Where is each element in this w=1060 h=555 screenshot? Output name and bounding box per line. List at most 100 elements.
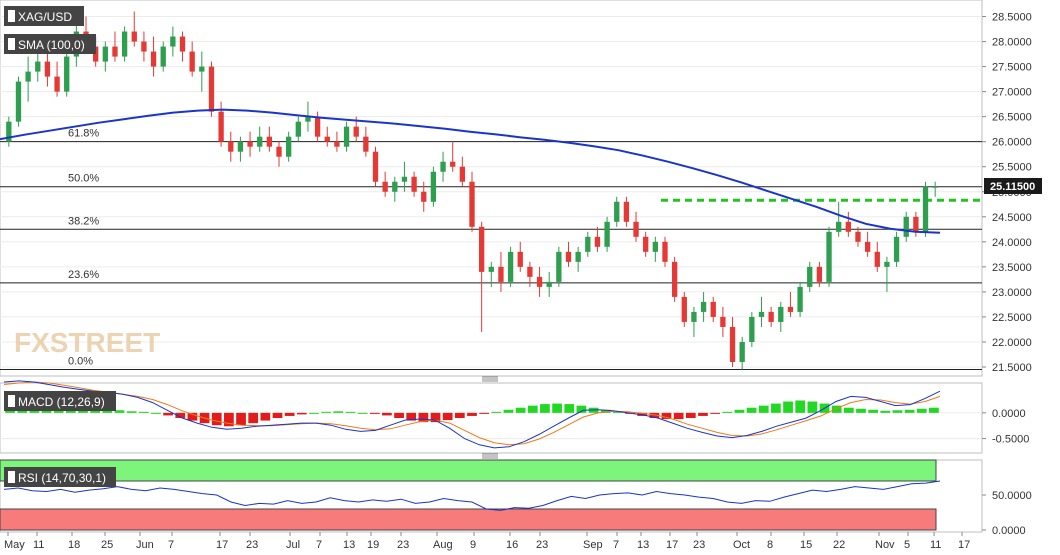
candle bbox=[6, 116, 12, 147]
macd-histogram-bar bbox=[503, 409, 514, 413]
macd-histogram-bar bbox=[78, 410, 88, 413]
candle bbox=[411, 171, 417, 197]
macd-histogram-bar bbox=[661, 412, 672, 420]
price-tick-label: 24.5000 bbox=[992, 212, 1032, 224]
rsi-oversold-zone bbox=[0, 508, 937, 531]
candle bbox=[807, 261, 813, 292]
macd-signal-line bbox=[3, 381, 941, 446]
candle bbox=[874, 241, 880, 272]
candle bbox=[758, 296, 765, 327]
candle bbox=[729, 316, 736, 367]
candle bbox=[778, 301, 784, 332]
x-tick-label: Jun bbox=[136, 539, 154, 551]
candle bbox=[15, 76, 22, 127]
price-tick-label: 24.0000 bbox=[992, 237, 1032, 249]
rsi-indicator-label: RSI (14,70,30,1) bbox=[4, 467, 116, 487]
macd-resize-handle[interactable] bbox=[482, 376, 498, 382]
sma-label: SMA (100,0) bbox=[18, 38, 85, 52]
candle bbox=[681, 291, 687, 327]
price-tick-label: 25.5000 bbox=[992, 162, 1032, 174]
macd-histogram bbox=[5, 400, 939, 427]
macd-histogram-bar bbox=[771, 403, 781, 413]
x-tick-label: 17 bbox=[666, 539, 678, 551]
x-tick-label: 5 bbox=[904, 539, 910, 551]
candle bbox=[739, 336, 745, 370]
candle bbox=[720, 306, 726, 337]
x-tick-label: Sep bbox=[583, 539, 603, 551]
price-tick-label: 23.5000 bbox=[992, 262, 1032, 274]
price-tick-label: 26.5000 bbox=[992, 112, 1032, 124]
macd-histogram-bar bbox=[236, 412, 246, 426]
macd-histogram-bar bbox=[357, 412, 368, 414]
rsi-resize-handle[interactable] bbox=[482, 453, 498, 459]
candle bbox=[469, 171, 475, 232]
candle bbox=[343, 121, 350, 152]
candle bbox=[826, 226, 832, 287]
x-tick-label: 17 bbox=[216, 539, 228, 551]
candle bbox=[556, 246, 562, 287]
price-tick-label: 28.0000 bbox=[992, 37, 1032, 49]
candle bbox=[643, 231, 649, 257]
macd-panel bbox=[0, 382, 983, 454]
x-tick-label: 23 bbox=[246, 539, 258, 551]
macd-histogram-bar bbox=[576, 405, 587, 413]
price-tick-label: 27.5000 bbox=[992, 62, 1032, 74]
candle bbox=[768, 306, 774, 327]
candle bbox=[845, 211, 851, 237]
sma-line bbox=[0, 108, 941, 234]
candle bbox=[623, 196, 630, 227]
fib-label: 50.0% bbox=[68, 173, 99, 185]
x-tick-label: 13 bbox=[343, 539, 355, 551]
candle bbox=[604, 216, 610, 252]
candle bbox=[266, 126, 273, 152]
x-axis: May 11 18 25 Jun 7 17 23 Jul 7 13 19 23 Aug 9 16 23 Sep 7 1… bbox=[4, 532, 970, 551]
macd-histogram-bar bbox=[248, 412, 259, 424]
instrument-label: XAG/USD bbox=[4, 6, 84, 26]
candle bbox=[478, 221, 485, 332]
x-tick-label: 11 bbox=[33, 539, 44, 551]
macd-histogram-bar bbox=[892, 410, 903, 413]
rsi-tick-label: 0.0000 bbox=[992, 525, 1026, 537]
rsi-zones bbox=[0, 459, 937, 531]
candle bbox=[179, 31, 186, 62]
candle bbox=[121, 26, 128, 62]
candle bbox=[324, 126, 330, 147]
candle bbox=[189, 41, 195, 77]
x-tick-label: 15 bbox=[800, 539, 812, 551]
macd-histogram-bar bbox=[795, 400, 806, 413]
macd-histogram-bar bbox=[552, 403, 562, 413]
price-tick-label: 21.5000 bbox=[992, 362, 1032, 374]
candle bbox=[884, 256, 890, 292]
x-tick-label: 8 bbox=[767, 539, 773, 551]
x-tick-label: Nov bbox=[875, 539, 895, 551]
macd-histogram-bar bbox=[515, 407, 526, 413]
candle bbox=[199, 51, 205, 92]
price-tick-label: 28.5000 bbox=[992, 12, 1032, 24]
candle bbox=[35, 51, 41, 82]
macd-histogram-bar bbox=[856, 408, 866, 413]
macd-histogram-bar bbox=[564, 404, 575, 413]
candle bbox=[459, 156, 466, 187]
candle bbox=[614, 196, 620, 227]
fibonacci-levels: 61.8% 50.0% 38.2% 23.6% 0.0% bbox=[0, 128, 982, 370]
macd-histogram-bar bbox=[224, 412, 234, 427]
macd-histogram-bar bbox=[734, 409, 745, 413]
candle bbox=[25, 56, 31, 102]
candle bbox=[160, 41, 166, 72]
macd-histogram-bar bbox=[685, 412, 696, 418]
x-tick-label: 13 bbox=[637, 539, 649, 551]
candle bbox=[228, 131, 234, 162]
rsi-path bbox=[3, 480, 941, 511]
candle bbox=[932, 181, 938, 197]
price-tick-label: 26.0000 bbox=[992, 137, 1032, 149]
x-tick-label: 7 bbox=[316, 539, 322, 551]
macd-histogram-bar bbox=[746, 407, 757, 413]
macd-histogram-bar bbox=[722, 411, 733, 413]
candle bbox=[671, 256, 678, 302]
candle bbox=[536, 266, 543, 297]
candlesticks bbox=[6, 11, 938, 370]
x-tick-label: Oct bbox=[733, 539, 750, 551]
candle bbox=[286, 131, 292, 162]
candle bbox=[247, 131, 253, 157]
x-tick-label: 23 bbox=[693, 539, 705, 551]
